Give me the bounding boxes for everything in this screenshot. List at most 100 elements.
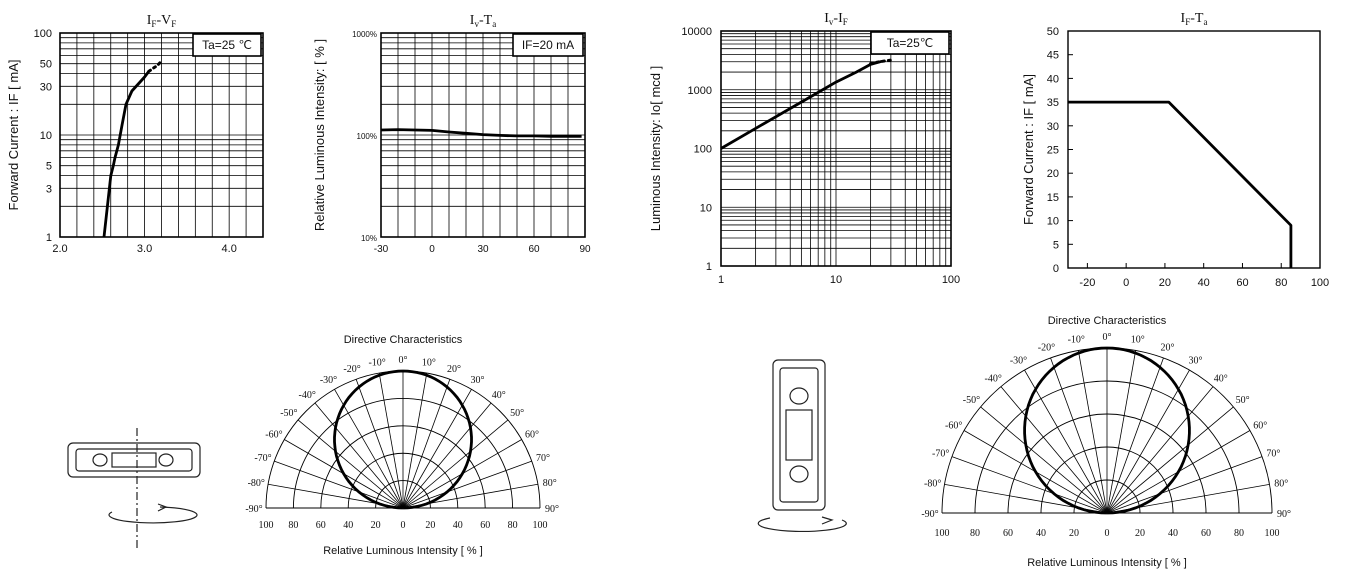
y-tick-label: 10	[700, 202, 712, 214]
radial-tick-label: 100	[935, 528, 950, 539]
title-subscript: F	[171, 19, 176, 29]
radial-tick-label: 60	[1201, 528, 1211, 539]
y-tick-label: 3	[46, 183, 52, 195]
y-tick-label: 20	[1047, 168, 1059, 180]
chart-title: IF-VF	[147, 13, 176, 29]
polar-radial	[297, 419, 404, 509]
polar-radial	[980, 406, 1108, 514]
plot-frame	[59, 32, 264, 238]
chart-title: Iv-IF	[824, 11, 848, 27]
led-package-front-view-icon	[757, 359, 847, 533]
polar-radial	[1000, 386, 1108, 514]
y-axis-label: Forward Current : IF [ mA]	[6, 60, 21, 211]
x-tick-label: 40	[1198, 277, 1210, 289]
angle-label: 80°	[1274, 478, 1288, 489]
angle-label: 30°	[1189, 356, 1203, 367]
angle-label: -40°	[299, 390, 316, 401]
angle-label: 50°	[1236, 395, 1250, 406]
angle-label: -80°	[248, 478, 265, 489]
series-line	[380, 128, 582, 138]
radial-tick-label: 20	[425, 520, 435, 531]
series-line	[1068, 100, 1293, 268]
polar-radial	[1050, 357, 1108, 514]
angle-label: -60°	[945, 421, 962, 432]
polar-radial	[1106, 369, 1190, 514]
radial-tick-label: 100	[1265, 528, 1280, 539]
x-tick-label: 60	[1236, 277, 1248, 289]
legend-box	[870, 31, 950, 55]
y-tick-label: 40	[1047, 73, 1059, 85]
y-tick-label: 10	[40, 130, 52, 142]
radial-tick-label: 20	[371, 520, 381, 531]
x-tick-label: 0	[429, 244, 435, 255]
polar-axis-label: Relative Luminous Intensity [ % ]	[1027, 557, 1187, 569]
x-tick-label: 3.0	[137, 243, 152, 255]
angle-label: 10°	[422, 357, 436, 368]
y-tick-label: 0	[1053, 263, 1059, 275]
y-tick-label: 35	[1047, 97, 1059, 109]
radial-tick-label: 60	[316, 520, 326, 531]
angle-label: 80°	[543, 478, 557, 489]
y-axis-label: Luminous Intensity: Io[ mcd ]	[648, 66, 663, 231]
angle-label: 40°	[1214, 373, 1228, 384]
y-tick-label: 25	[1047, 145, 1059, 157]
polar-radial	[1077, 350, 1108, 514]
angle-label: 90°	[545, 504, 559, 515]
x-tick-label: -30	[374, 244, 389, 255]
legend-label: Ta=25 ℃	[202, 38, 252, 52]
title-subscript: a	[492, 19, 496, 29]
polar-radial	[1106, 456, 1263, 514]
angle-label: 60°	[525, 430, 539, 441]
y-tick-label: 5	[1053, 239, 1059, 251]
angle-label: -60°	[265, 430, 282, 441]
title-subscript: a	[1203, 17, 1207, 27]
led-package-side-view-icon	[67, 428, 201, 548]
x-tick-label: 4.0	[222, 243, 237, 255]
radial-tick-label: 40	[1168, 528, 1178, 539]
polar-radial	[402, 373, 428, 509]
polar-radial	[402, 402, 492, 509]
angle-label: 40°	[492, 390, 506, 401]
x-tick-label: 2.0	[52, 243, 67, 255]
legend-label: Ta=25℃	[887, 36, 934, 50]
title-subscript: F	[843, 17, 848, 27]
angle-label: -30°	[320, 375, 337, 386]
radial-tick-label: 100	[259, 520, 274, 531]
legend-box	[512, 33, 584, 57]
angle-label: 70°	[536, 453, 550, 464]
polar-radial	[1106, 357, 1164, 514]
series-line	[147, 59, 163, 73]
radial-tick-label: 60	[1003, 528, 1013, 539]
angle-label: 10°	[1131, 335, 1145, 346]
title-part: -T	[1190, 11, 1204, 26]
polar-title: Directive Characteristics	[344, 334, 463, 346]
y-tick-label: 30	[1047, 121, 1059, 133]
title-part: -V	[156, 13, 171, 28]
y-tick-label: 5	[46, 161, 52, 173]
polar-radial	[402, 419, 509, 509]
angle-label: -70°	[254, 453, 271, 464]
legend-label: IF=20 mA	[522, 38, 574, 52]
polar-title: Directive Characteristics	[1048, 315, 1167, 327]
series-line	[720, 59, 883, 150]
angle-label: 0°	[1103, 332, 1112, 343]
radial-tick-label: 80	[970, 528, 980, 539]
angle-label: -70°	[932, 448, 949, 459]
angle-label: -50°	[963, 395, 980, 406]
x-tick-label: 0	[1123, 277, 1129, 289]
y-tick-label: 10%	[361, 234, 377, 243]
y-tick-label: 45	[1047, 50, 1059, 62]
plot-frame	[380, 32, 586, 238]
angle-label: 50°	[510, 408, 524, 419]
angle-label: 20°	[1161, 343, 1175, 354]
angle-label: -20°	[1038, 343, 1055, 354]
x-tick-label: 80	[1275, 277, 1287, 289]
polar-radial	[1106, 350, 1137, 514]
angle-label: -90°	[921, 509, 938, 520]
angle-label: -10°	[368, 357, 385, 368]
polar-radial	[1106, 406, 1234, 514]
y-tick-label: 1000%	[352, 30, 377, 39]
x-tick-label: 20	[1159, 277, 1171, 289]
radial-tick-label: 40	[453, 520, 463, 531]
